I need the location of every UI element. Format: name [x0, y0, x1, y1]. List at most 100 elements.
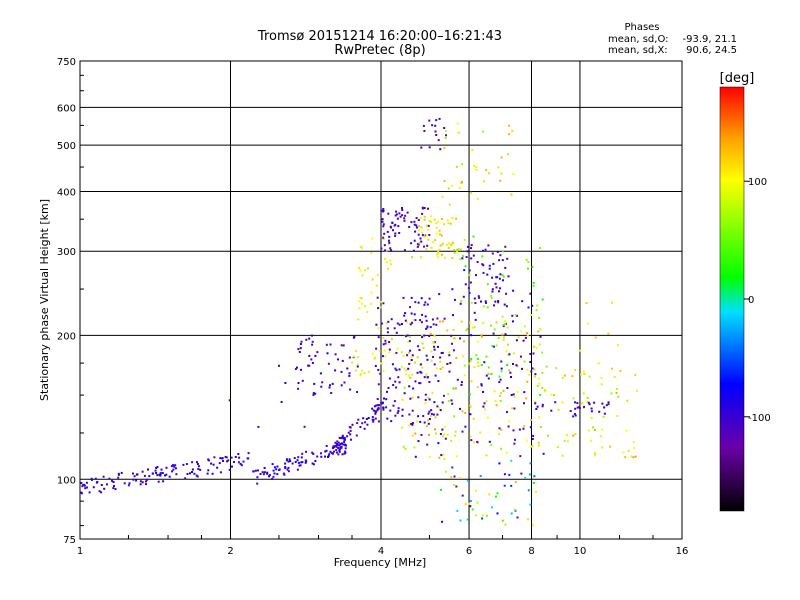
data-point: [476, 440, 479, 443]
data-point: [470, 247, 472, 250]
data-point: [600, 383, 603, 386]
data-point: [331, 382, 334, 385]
data-point: [454, 434, 456, 437]
data-point: [616, 388, 619, 390]
data-point: [627, 449, 630, 452]
data-point: [393, 327, 396, 330]
data-point: [426, 325, 429, 328]
data-point: [452, 337, 455, 340]
data-point: [510, 394, 513, 396]
data-point: [420, 256, 423, 259]
data-point: [405, 369, 408, 372]
data-point: [475, 354, 478, 357]
data-point: [502, 325, 505, 328]
data-point: [356, 363, 359, 366]
data-point: [459, 302, 462, 305]
data-point: [461, 410, 464, 413]
data-point: [398, 368, 401, 371]
data-point: [135, 479, 138, 482]
data-point: [563, 374, 566, 377]
data-point: [427, 207, 429, 210]
data-point: [420, 240, 423, 243]
data-point: [247, 457, 250, 460]
data-point: [419, 382, 422, 385]
data-point: [320, 455, 323, 458]
data-point: [396, 411, 399, 414]
data-point: [404, 214, 407, 217]
data-point: [463, 374, 466, 377]
data-point: [495, 344, 498, 347]
colorbar-tick-label: 100: [748, 177, 767, 188]
data-point: [495, 495, 497, 498]
data-point: [520, 330, 523, 333]
data-point: [434, 239, 436, 242]
data-point: [452, 349, 455, 352]
data-point: [383, 349, 386, 352]
data-point: [448, 203, 451, 206]
data-point: [289, 460, 292, 462]
data-point: [600, 376, 603, 379]
data-point: [437, 380, 440, 382]
data-point: [466, 250, 469, 253]
data-point: [624, 456, 627, 459]
data-point: [366, 311, 369, 313]
data-point: [610, 392, 613, 395]
data-point: [455, 387, 457, 390]
data-point: [535, 408, 538, 410]
data-point: [535, 347, 538, 349]
data-point: [311, 451, 314, 454]
data-point: [617, 395, 620, 398]
data-point: [233, 461, 235, 463]
data-point: [311, 462, 314, 465]
data-point: [287, 460, 290, 463]
data-point: [406, 334, 409, 337]
data-point: [452, 387, 455, 390]
data-point: [494, 400, 497, 402]
y-tick-label: 75: [63, 535, 76, 546]
colorbar: [deg] 100 0 -100: [720, 71, 771, 512]
data-point: [542, 452, 545, 455]
data-point: [473, 311, 476, 314]
data-point: [512, 429, 515, 432]
data-point: [439, 356, 442, 359]
data-point: [482, 391, 484, 393]
data-point: [316, 455, 319, 458]
data-point: [390, 420, 393, 423]
data-point: [435, 432, 437, 435]
x-tick-label: 10: [574, 546, 587, 557]
data-point: [348, 356, 351, 359]
data-point: [487, 377, 490, 380]
data-point: [98, 490, 101, 493]
data-point: [338, 444, 340, 447]
data-point: [399, 215, 402, 218]
data-point: [512, 393, 515, 396]
data-point: [359, 374, 362, 377]
data-point: [464, 425, 467, 428]
data-point: [218, 462, 221, 465]
data-point: [456, 509, 459, 512]
data-point: [529, 292, 532, 295]
data-point: [465, 256, 468, 258]
data-point: [498, 381, 501, 384]
colorbar-tick-label: -100: [748, 413, 771, 424]
data-point: [435, 232, 438, 235]
data-point: [311, 334, 313, 337]
data-point: [493, 304, 495, 307]
data-point: [417, 440, 420, 443]
data-point: [401, 408, 404, 411]
data-point: [453, 249, 456, 252]
data-point: [426, 303, 429, 306]
data-point: [379, 300, 382, 303]
data-point: [435, 323, 438, 326]
data-point: [512, 173, 515, 176]
data-point: [389, 247, 392, 250]
data-point: [437, 220, 439, 223]
data-point: [394, 223, 397, 226]
data-point: [381, 220, 384, 223]
data-point: [500, 447, 502, 450]
data-point: [384, 339, 387, 342]
data-point: [266, 471, 269, 474]
data-point: [434, 428, 436, 431]
data-point: [487, 372, 490, 375]
data-point: [211, 472, 214, 475]
